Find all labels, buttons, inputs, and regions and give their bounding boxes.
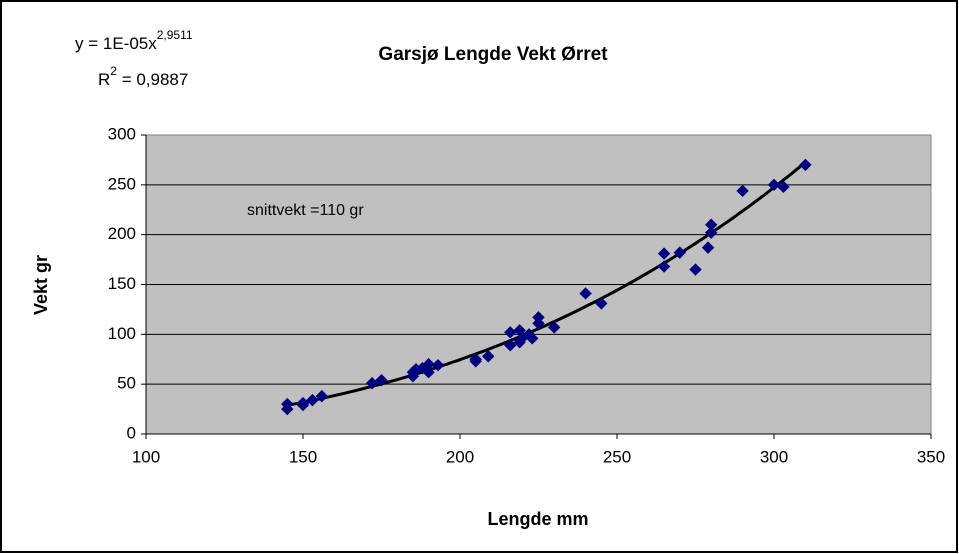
data-point — [673, 246, 687, 259]
y-tick-label: 300 — [108, 124, 136, 143]
data-point — [704, 218, 718, 231]
data-point — [532, 311, 545, 324]
data-point — [657, 247, 671, 260]
y-tick-label: 0 — [127, 423, 136, 442]
data-point — [482, 350, 495, 363]
data-point — [799, 158, 812, 172]
chart-title: Garsjø Lengde Vekt Ørret — [378, 44, 608, 65]
y-tick-label: 50 — [117, 374, 136, 393]
x-axis-label: Lengde mm — [487, 509, 588, 529]
x-tick-label: 200 — [446, 447, 474, 466]
data-point — [777, 180, 790, 194]
data-point — [504, 339, 517, 352]
data-point — [704, 226, 718, 239]
equation-exponent: 2,9511 — [157, 28, 193, 42]
y-tick-label: 100 — [108, 324, 136, 343]
data-point — [296, 396, 310, 410]
data-point — [579, 287, 592, 300]
data-point — [375, 373, 388, 387]
data-point — [422, 365, 435, 379]
data-point — [315, 389, 329, 403]
r-squared: R2 = 0,9887 — [98, 64, 188, 89]
equation-text: y = 1E-05x — [75, 34, 157, 53]
r-squared-sup: 2 — [110, 64, 117, 78]
data-point — [736, 184, 749, 198]
x-tick-label: 100 — [132, 447, 160, 466]
y-tick-label: 250 — [108, 174, 136, 193]
x-tick-label: 150 — [289, 447, 317, 466]
data-point — [365, 376, 379, 390]
data-point — [767, 178, 781, 192]
data-point — [547, 321, 561, 334]
x-tick-label: 250 — [603, 447, 631, 466]
data-point — [469, 353, 482, 366]
r-squared-text: R — [98, 70, 110, 89]
data-point — [701, 241, 715, 254]
data-point — [657, 260, 671, 273]
data-point — [526, 332, 539, 345]
x-tick-label: 300 — [760, 447, 788, 466]
y-tick-label: 150 — [108, 274, 136, 293]
annotation: snittvekt =110 gr — [247, 202, 364, 219]
y-tick-label: 200 — [108, 224, 136, 243]
data-point — [689, 263, 702, 276]
x-tick-label: 350 — [917, 447, 945, 466]
data-point — [281, 402, 294, 416]
data-point — [595, 297, 608, 310]
data-point — [431, 359, 445, 372]
data-point — [306, 393, 319, 407]
equation: y = 1E-05x2,9511 — [75, 28, 193, 53]
r-squared-value: = 0,9887 — [117, 70, 188, 89]
data-point — [422, 358, 435, 371]
y-axis-label: Vekt gr — [31, 255, 51, 315]
